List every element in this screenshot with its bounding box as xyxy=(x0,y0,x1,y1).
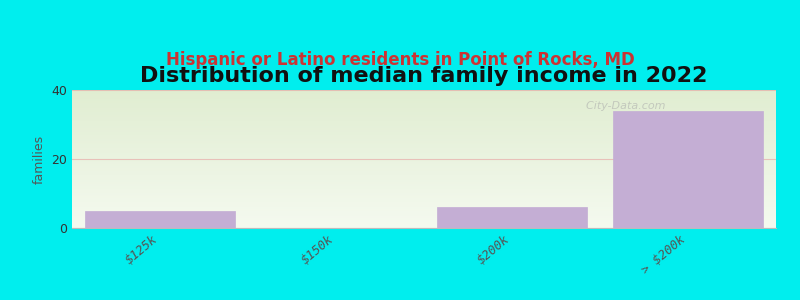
Bar xyxy=(437,207,586,228)
Y-axis label: families: families xyxy=(33,134,46,184)
Title: Distribution of median family income in 2022: Distribution of median family income in … xyxy=(140,66,708,86)
Bar xyxy=(614,111,763,228)
Bar xyxy=(86,211,235,228)
Text: Hispanic or Latino residents in Point of Rocks, MD: Hispanic or Latino residents in Point of… xyxy=(166,51,634,69)
Text: City-Data.com: City-Data.com xyxy=(579,101,666,111)
